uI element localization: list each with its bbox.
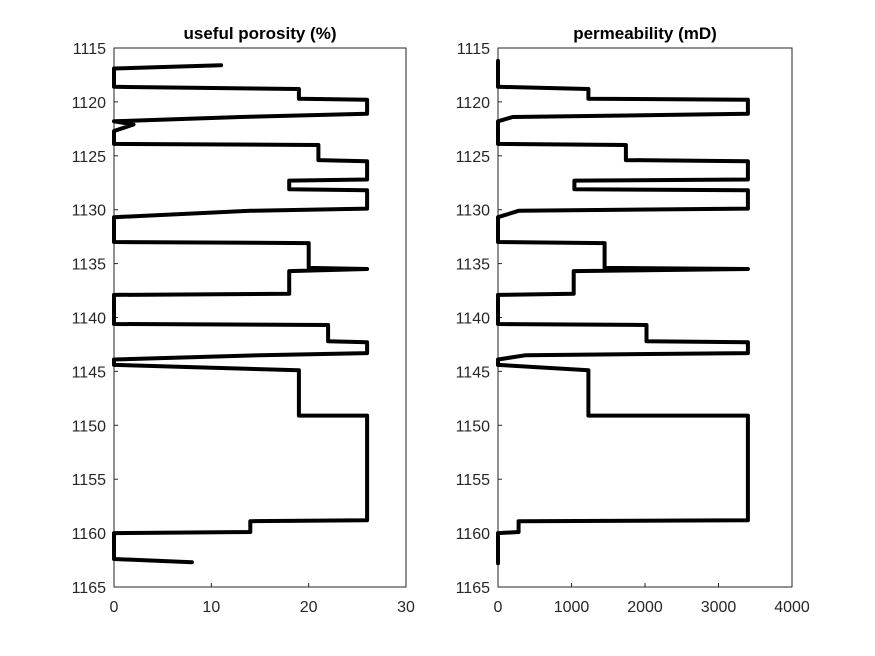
porosity-curve: [112, 63, 370, 565]
permeability-y-tick-label: 1150: [456, 418, 491, 435]
permeability-y-tick-label: 1145: [456, 364, 491, 381]
permeability-x-tick-label: 0: [494, 599, 503, 616]
permeability-y-tick-label: 1135: [456, 257, 491, 274]
permeability-ticks: 0 1000 2000 3000 4000 1115 1120 1125 1130 1135 114…: [456, 41, 810, 616]
permeability-y-tick-label: 1155: [456, 472, 491, 489]
permeability-y-tick-label: 1140: [456, 311, 491, 328]
porosity-y-tick-label: 1120: [72, 95, 107, 112]
porosity-x-tick-label: 30: [397, 599, 415, 616]
porosity-y-tick-label: 1150: [72, 418, 107, 435]
permeability-y-tick-label: 1125: [456, 149, 491, 166]
permeability-x-tick-label: 4000: [774, 599, 810, 616]
porosity-x-tick-label: 10: [202, 599, 220, 616]
porosity-y-tick-label: 1125: [72, 149, 107, 166]
permeability-x-tick-label: 3000: [701, 599, 737, 616]
permeability-x-tick-label: 2000: [627, 599, 663, 616]
permeability-y-tick-label: 1165: [456, 580, 491, 597]
permeability-curve: [496, 58, 750, 566]
porosity-y-tick-label: 1160: [72, 526, 107, 543]
porosity-y-tick-label: 1130: [72, 203, 107, 220]
permeability-y-tick-label: 1115: [457, 41, 490, 58]
permeability-marks: [496, 58, 750, 566]
permeability-panel: permeability (mD) 0 1000 2000 3000 4000 1115 1…: [456, 24, 810, 616]
permeability-x-tick-label: 1000: [554, 599, 590, 616]
porosity-ticks: 0 10 20 30 1115 1120 1125 1130 1135 1140 1145 1150 1…: [72, 41, 415, 616]
porosity-x-tick-label: 20: [300, 599, 318, 616]
porosity-y-tick-label: 1165: [72, 580, 107, 597]
porosity-marks: [112, 63, 370, 565]
porosity-panel: useful porosity (%) 0 10 20 30 1115 1120 1125 1…: [72, 24, 415, 616]
permeability-y-tick-label: 1160: [456, 526, 491, 543]
porosity-y-tick-label: 1115: [73, 41, 106, 58]
permeability-y-tick-label: 1120: [456, 95, 491, 112]
porosity-title: useful porosity (%): [183, 24, 336, 43]
porosity-y-tick-label: 1135: [72, 257, 107, 274]
permeability-y-tick-label: 1130: [456, 203, 491, 220]
porosity-y-tick-label: 1155: [72, 472, 107, 489]
porosity-y-tick-label: 1145: [72, 364, 107, 381]
porosity-y-tick-label: 1140: [72, 311, 107, 328]
porosity-x-tick-label: 0: [110, 599, 119, 616]
permeability-title: permeability (mD): [573, 24, 717, 43]
